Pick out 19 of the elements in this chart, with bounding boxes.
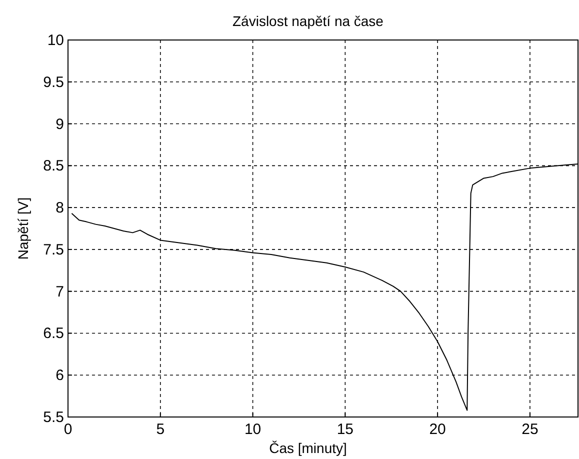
y-tick-label: 9: [56, 116, 64, 133]
y-tick-label: 6.5: [43, 325, 64, 342]
x-tick-label: 25: [522, 421, 538, 438]
x-tick-label: 0: [64, 421, 72, 438]
x-axis-title: Čas [minuty]: [269, 440, 347, 456]
y-tick-label: 9.5: [43, 74, 64, 91]
y-tick-label: 7.5: [43, 241, 64, 258]
y-tick-label: 7: [56, 283, 64, 300]
chart-title: Závislost napětí na čase: [232, 13, 384, 29]
x-tick-label: 10: [244, 421, 262, 438]
x-tick-label: 20: [429, 421, 446, 438]
x-tick-label: 15: [336, 421, 354, 438]
y-tick-label: 5.5: [43, 409, 64, 426]
y-tick-label: 6: [56, 367, 64, 384]
y-tick-label: 10: [47, 32, 64, 49]
y-tick-label: 8: [56, 200, 64, 217]
x-tick-label: 5: [156, 421, 165, 438]
y-tick-label: 8.5: [43, 158, 64, 175]
y-axis-title: Napětí [V]: [15, 197, 31, 260]
